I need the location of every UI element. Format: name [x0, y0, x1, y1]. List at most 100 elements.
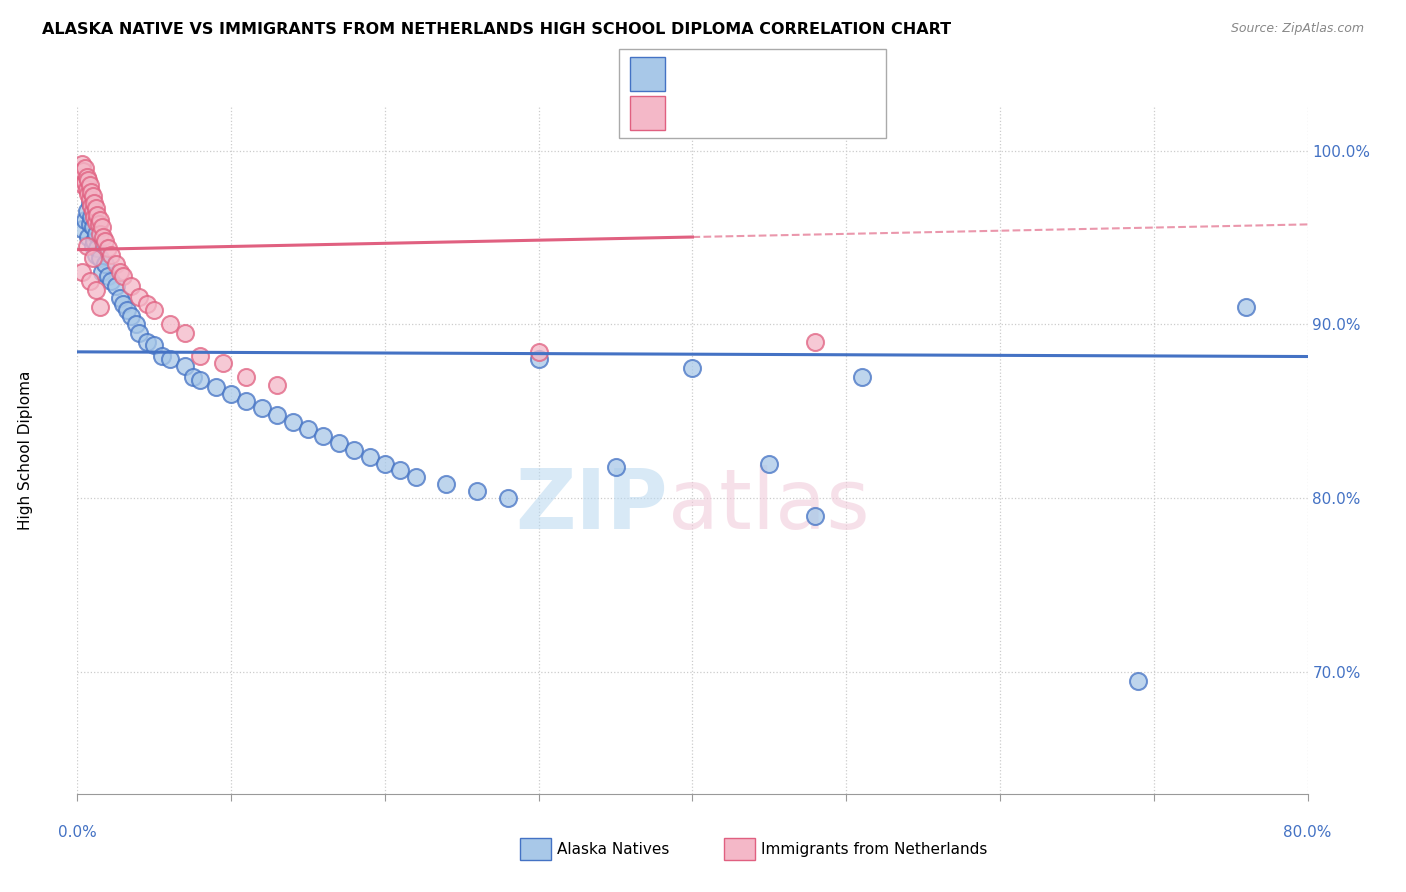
Point	[83, 210, 105, 224]
Point	[235, 369, 257, 384]
Point	[70, 221, 93, 235]
Point	[312, 428, 335, 442]
Point	[94, 256, 117, 270]
Point	[359, 450, 381, 464]
Point	[97, 241, 120, 255]
Point	[135, 296, 157, 310]
Point	[174, 359, 197, 373]
Point	[1234, 300, 1257, 314]
Point	[76, 169, 98, 184]
Point	[89, 252, 111, 266]
Point	[70, 157, 93, 171]
Point	[87, 217, 110, 231]
Point	[112, 296, 135, 310]
Text: N =: N =	[769, 67, 813, 81]
Point	[219, 387, 242, 401]
Point	[143, 303, 166, 318]
Point	[84, 283, 107, 297]
Point	[496, 491, 519, 506]
Point	[84, 227, 107, 241]
Text: Source: ZipAtlas.com: Source: ZipAtlas.com	[1230, 22, 1364, 36]
Point	[104, 256, 127, 270]
Point	[73, 161, 96, 175]
Point	[159, 318, 181, 332]
Point	[80, 186, 103, 200]
Point	[100, 248, 122, 262]
Point	[86, 241, 108, 255]
Point	[328, 435, 350, 450]
Point	[281, 415, 304, 429]
Point	[84, 215, 107, 229]
Point	[84, 248, 107, 262]
Point	[235, 393, 257, 408]
Text: R =: R =	[675, 106, 709, 120]
Point	[97, 268, 120, 283]
Point	[104, 279, 127, 293]
Text: Immigrants from Netherlands: Immigrants from Netherlands	[761, 842, 987, 856]
Point	[343, 442, 366, 457]
Point	[89, 227, 111, 241]
Point	[82, 252, 104, 266]
Point	[374, 457, 396, 471]
Point	[758, 457, 780, 471]
Point	[110, 291, 132, 305]
Point	[94, 234, 117, 248]
Point	[605, 460, 627, 475]
Point	[212, 356, 235, 370]
Point	[82, 220, 104, 235]
Point	[143, 338, 166, 352]
Text: 57: 57	[808, 67, 830, 81]
Point	[297, 422, 319, 436]
Point	[266, 378, 288, 392]
Text: Alaska Natives: Alaska Natives	[557, 842, 669, 856]
Point	[77, 173, 100, 187]
Point	[76, 239, 98, 253]
Text: N =: N =	[769, 106, 813, 120]
Point	[82, 204, 104, 219]
Point	[80, 199, 103, 213]
Point	[83, 234, 105, 248]
Point	[174, 326, 197, 340]
Point	[89, 213, 111, 227]
Point	[266, 408, 288, 422]
Point	[250, 401, 273, 415]
Point	[135, 334, 157, 349]
Point	[436, 477, 458, 491]
Point	[112, 268, 135, 283]
Point	[128, 289, 150, 303]
Point	[82, 188, 104, 202]
Text: High School Diploma: High School Diploma	[18, 371, 34, 530]
Text: atlas: atlas	[668, 465, 869, 546]
Point	[82, 239, 104, 253]
Point	[79, 195, 101, 210]
Point	[72, 178, 94, 193]
Point	[100, 274, 122, 288]
Point	[804, 508, 827, 523]
Point	[125, 318, 148, 332]
Point	[83, 195, 105, 210]
Point	[76, 204, 98, 219]
Point	[150, 349, 173, 363]
Point	[181, 369, 204, 384]
Point	[804, 334, 827, 349]
Point	[159, 352, 181, 367]
Point	[73, 175, 96, 189]
Point	[89, 300, 111, 314]
Point	[465, 484, 488, 499]
Text: 80.0%: 80.0%	[1284, 825, 1331, 840]
Point	[1128, 673, 1150, 688]
Point	[527, 345, 550, 359]
Text: ALASKA NATIVE VS IMMIGRANTS FROM NETHERLANDS HIGH SCHOOL DIPLOMA CORRELATION CHA: ALASKA NATIVE VS IMMIGRANTS FROM NETHERL…	[42, 22, 952, 37]
Text: -0.010: -0.010	[714, 67, 769, 81]
Point	[73, 213, 96, 227]
Point	[70, 265, 93, 279]
Point	[79, 178, 101, 193]
Point	[115, 303, 138, 318]
Point	[80, 210, 103, 224]
Text: 0.041: 0.041	[714, 106, 768, 120]
Point	[128, 326, 150, 340]
Point	[77, 230, 100, 244]
Point	[79, 274, 101, 288]
Text: ZIP: ZIP	[516, 465, 668, 546]
Point	[79, 192, 101, 206]
